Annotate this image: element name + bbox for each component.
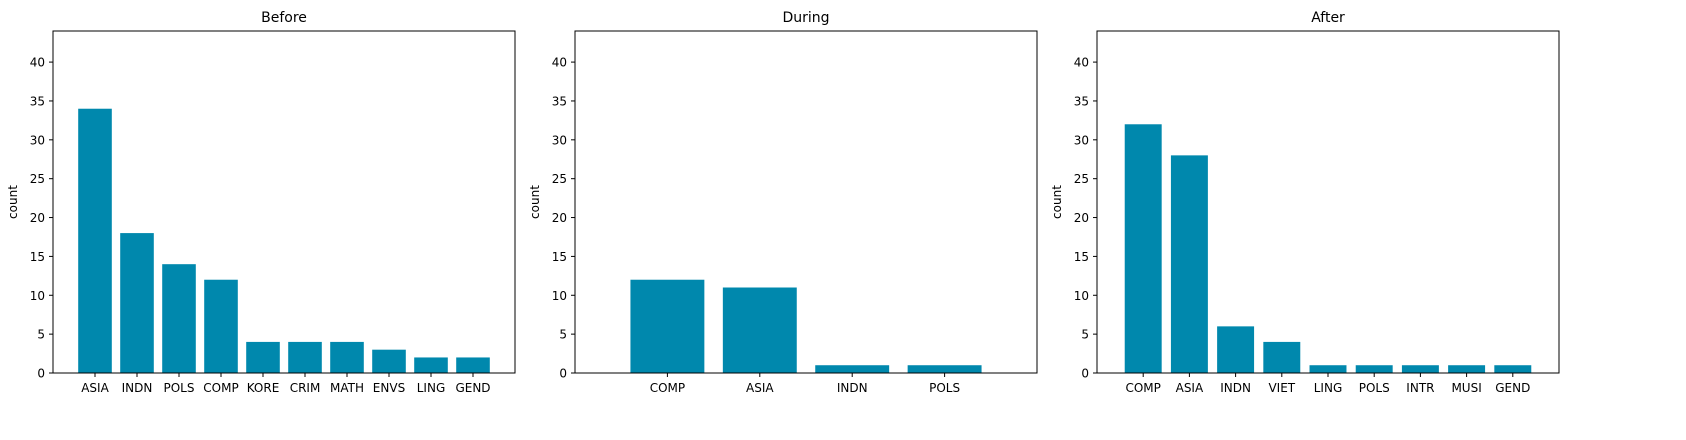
y-tick-label: 15: [552, 250, 567, 264]
x-tick-label: ENVS: [373, 381, 405, 395]
bar-comp: [630, 279, 705, 373]
y-tick-label: 30: [1074, 133, 1089, 147]
bar-pols: [1355, 365, 1393, 373]
y-tick-label: 15: [30, 250, 45, 264]
bar-intr: [1401, 365, 1439, 373]
bar-pols: [162, 264, 196, 373]
x-tick-label: POLS: [164, 381, 195, 395]
bar-gend: [1494, 365, 1532, 373]
y-tick-label: 30: [30, 133, 45, 147]
chart-panel-before: ASIA INDN POLS COMP KORE CRIM MATH ENVS LING GEND…: [6, 10, 516, 395]
x-tick-label: COMP: [1125, 381, 1160, 395]
y-tick-label: 20: [30, 211, 45, 225]
chart-title: Before: [261, 10, 307, 26]
y-tick-label: 25: [552, 172, 567, 186]
bar-indn: [1217, 326, 1255, 373]
x-tick-label: ASIA: [746, 381, 774, 395]
y-tick-label: 20: [552, 211, 567, 225]
y-axis-label: count: [6, 185, 20, 219]
x-tick-label: INDN: [837, 381, 868, 395]
x-tick-label: COMP: [650, 381, 685, 395]
y-tick-label: 5: [37, 328, 45, 342]
y-tick-label: 10: [30, 289, 45, 303]
y-tick-label: 0: [37, 367, 45, 381]
x-tick-label: GEND: [1495, 381, 1530, 395]
chart-title: During: [782, 10, 829, 26]
chart-panel-during: COMP ASIA INDN POLS 0 5 10 15 20 25 30 35 40 During co…: [528, 10, 1038, 395]
x-tick-label: COMP: [203, 381, 238, 395]
x-tick-label: LING: [1314, 381, 1343, 395]
y-tick-label: 40: [552, 56, 567, 70]
y-tick-label: 35: [30, 94, 45, 108]
y-tick-label: 5: [559, 328, 567, 342]
x-tick-label: MATH: [330, 381, 364, 395]
y-tick-label: 30: [552, 133, 567, 147]
x-tick-label: POLS: [1359, 381, 1390, 395]
x-tick-label: INTR: [1406, 381, 1434, 395]
y-axis-label: count: [528, 185, 542, 219]
y-tick-label: 40: [30, 56, 45, 70]
x-tick-label: VIET: [1268, 381, 1295, 395]
x-tick-label: MUSI: [1451, 381, 1481, 395]
x-tick-label: INDN: [1220, 381, 1251, 395]
y-tick-label: 35: [1074, 94, 1089, 108]
bar-gend: [456, 357, 490, 373]
bar-ling: [1309, 365, 1347, 373]
bar-asia: [722, 287, 797, 373]
bar-comp: [204, 279, 238, 373]
bar-musi: [1448, 365, 1486, 373]
x-tick-label: LING: [417, 381, 446, 395]
bar-math: [330, 341, 364, 373]
y-tick-label: 10: [552, 289, 567, 303]
x-tick-label: POLS: [929, 381, 960, 395]
y-tick-label: 35: [552, 94, 567, 108]
bar-crim: [288, 341, 322, 373]
bar-viet: [1263, 341, 1301, 373]
chart-panel-after: COMP ASIA INDN VIET LING POLS INTR MUSI GEND 0 5 10…: [1050, 10, 1560, 395]
plot-frame: [574, 30, 1038, 374]
y-tick-label: 25: [30, 172, 45, 186]
x-tick-label: ASIA: [81, 381, 109, 395]
bar-kore: [246, 341, 280, 373]
bar-envs: [372, 349, 406, 373]
chart-title: After: [1311, 10, 1345, 26]
y-tick-label: 25: [1074, 172, 1089, 186]
x-tick-label: GEND: [455, 381, 490, 395]
bar-indn: [815, 365, 890, 373]
x-tick-label: CRIM: [290, 381, 321, 395]
bar-indn: [120, 233, 154, 373]
y-tick-label: 0: [1081, 367, 1089, 381]
plot-frame: [52, 30, 516, 374]
y-tick-label: 5: [1081, 328, 1089, 342]
bar-comp: [1124, 124, 1162, 373]
y-tick-label: 0: [559, 367, 567, 381]
x-tick-label: KORE: [247, 381, 280, 395]
y-tick-label: 20: [1074, 211, 1089, 225]
y-tick-label: 15: [1074, 250, 1089, 264]
x-tick-label: ASIA: [1176, 381, 1204, 395]
y-tick-label: 40: [1074, 56, 1089, 70]
x-tick-label: INDN: [122, 381, 153, 395]
bar-pols: [907, 365, 982, 373]
plot-frame: [1096, 30, 1560, 374]
y-axis-label: count: [1050, 185, 1064, 219]
y-tick-label: 10: [1074, 289, 1089, 303]
bar-ling: [414, 357, 448, 373]
bar-asia: [78, 108, 112, 374]
bar-asia: [1170, 155, 1208, 373]
